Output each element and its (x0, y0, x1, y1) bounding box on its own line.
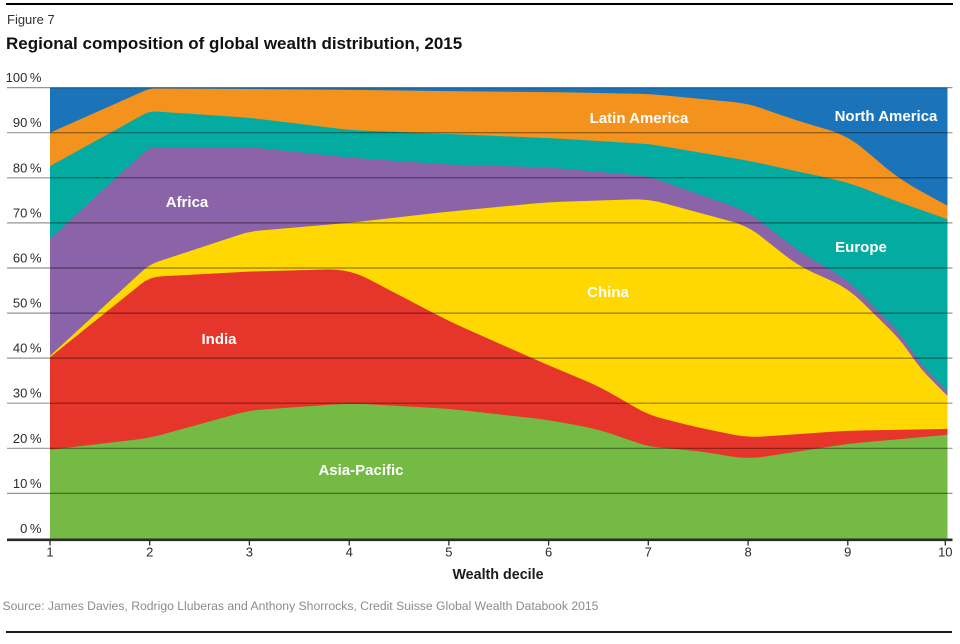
svg-text:7: 7 (645, 545, 652, 560)
svg-text:North America: North America (835, 108, 938, 125)
svg-text:6: 6 (545, 545, 552, 560)
svg-text:80 %: 80 % (13, 160, 42, 175)
svg-text:70 %: 70 % (13, 205, 42, 220)
svg-text:50 %: 50 % (13, 296, 42, 311)
svg-text:Asia-Pacific: Asia-Pacific (318, 462, 403, 479)
svg-text:9: 9 (844, 545, 851, 560)
svg-text:Latin America: Latin America (590, 110, 689, 127)
svg-text:20 %: 20 % (13, 431, 42, 446)
svg-text:China: China (587, 284, 629, 301)
svg-text:3: 3 (246, 545, 253, 560)
svg-text:40 %: 40 % (13, 341, 42, 356)
svg-text:10: 10 (938, 545, 952, 560)
svg-text:60 %: 60 % (13, 251, 42, 266)
svg-text:Wealth decile: Wealth decile (452, 567, 543, 583)
svg-text:5: 5 (445, 545, 452, 560)
svg-text:Europe: Europe (835, 239, 887, 256)
svg-text:30 %: 30 % (13, 386, 42, 401)
svg-text:India: India (201, 331, 237, 348)
svg-text:8: 8 (744, 545, 751, 560)
svg-text:1: 1 (46, 545, 53, 560)
svg-text:2: 2 (146, 545, 153, 560)
svg-text:10 %: 10 % (13, 476, 42, 491)
svg-text:100 %: 100 % (6, 70, 42, 85)
svg-text:Africa: Africa (166, 194, 209, 211)
svg-text:90 %: 90 % (13, 115, 42, 130)
svg-text:4: 4 (346, 545, 353, 560)
svg-text:0 %: 0 % (20, 521, 42, 536)
